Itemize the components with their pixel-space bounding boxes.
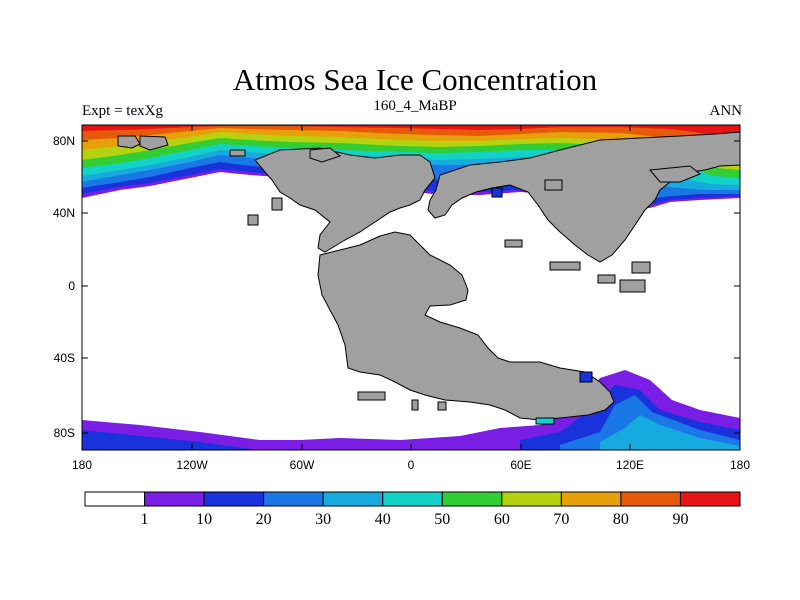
colorbar-label-60: 60: [494, 511, 510, 528]
colorbar-box-10: [679, 491, 741, 507]
colorbar-label-20: 20: [256, 511, 272, 528]
land-island-south-2: [411, 399, 419, 411]
axis-ticks: [82, 125, 740, 450]
lon-label-120e: 120E: [616, 458, 644, 472]
land-island-mid-4: [549, 261, 581, 271]
coastal-ice-cell-3: [535, 417, 555, 425]
colorbar-label-10: 10: [196, 511, 212, 528]
colorbar-box-6: [441, 491, 503, 507]
land-island-south-3: [437, 401, 447, 411]
lat-label-40s: 40S: [54, 351, 75, 365]
land-island-west-2: [271, 197, 283, 211]
colorbar-box-9: [620, 491, 681, 507]
lon-label-120w: 120W: [176, 458, 208, 472]
plot-title: Atmos Sea Ice Concentration: [232, 62, 598, 97]
land-arctic-island-3: [309, 147, 342, 163]
season-label: ANN: [709, 103, 743, 119]
lat-label-0: 0: [68, 279, 75, 293]
colorbar-label-30: 30: [315, 511, 331, 528]
longitude-labels: 180 120W 60W 0 60E 120E 180: [72, 458, 750, 472]
lat-label-80n: 80N: [53, 134, 75, 148]
lon-label-0: 0: [408, 458, 415, 472]
land-island-mid-6: [619, 279, 646, 293]
land-island-west-1: [247, 214, 259, 226]
lon-label-60w: 60W: [290, 458, 315, 472]
land-island-south-1: [357, 391, 386, 401]
colorbar-box-2: [203, 491, 265, 507]
colorbar-box-4: [322, 491, 384, 507]
colorbar-label-50: 50: [434, 511, 450, 528]
lon-label-60e: 60E: [510, 458, 531, 472]
land-island-mid-1: [544, 179, 563, 191]
colorbar-box-8: [560, 491, 622, 507]
colorbar-box-0: [84, 491, 146, 507]
land-eurasia: [427, 131, 740, 263]
colorbar-label-90: 90: [672, 511, 688, 528]
colorbar-box-5: [382, 491, 443, 507]
latitude-labels: 80N 40N 0 40S 80S: [53, 134, 75, 440]
lon-label-180w: 180: [72, 458, 92, 472]
land-north-america: [254, 147, 436, 253]
colorbar-label-40: 40: [375, 511, 391, 528]
map-plot-area: [82, 125, 740, 450]
antarctic-sea-ice: [82, 370, 740, 450]
land-east-asia-island: [649, 165, 701, 183]
coastal-ice-cell-1: [491, 187, 503, 198]
period-label: 160_4_MaBP: [373, 98, 457, 114]
lon-label-180e: 180: [730, 458, 750, 472]
colorbar-labels: 1 10 20 30 40 50 60 70 80 90: [141, 511, 689, 528]
colorbar-box-7: [501, 491, 562, 507]
colorbar-label-1: 1: [141, 511, 149, 528]
land-island-mid-5: [597, 274, 616, 284]
land-island-mid-3: [504, 239, 523, 248]
land-island-mid-2: [631, 261, 651, 274]
experiment-label: Expt = texXg: [82, 103, 163, 119]
land-arctic-island-1: [117, 135, 141, 149]
land-arctic-island-2: [139, 135, 169, 151]
colorbar-box-3: [263, 491, 324, 507]
land-masses: [117, 131, 740, 421]
land-arctic-island-4: [229, 149, 246, 157]
colorbar-label-80: 80: [613, 511, 629, 528]
coastal-ice-cell-2: [579, 371, 593, 383]
colorbar: [84, 491, 741, 507]
lat-label-80s: 80S: [54, 426, 75, 440]
colorbar-label-70: 70: [553, 511, 569, 528]
colorbar-box-1: [144, 491, 205, 507]
lat-label-40n: 40N: [53, 206, 75, 220]
